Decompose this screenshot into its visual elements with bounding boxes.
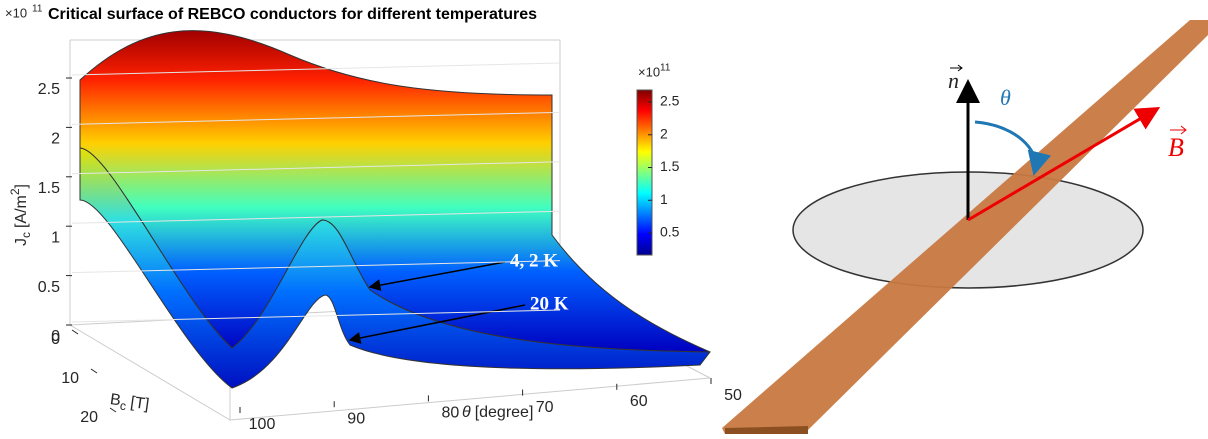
z-subscript: c <box>19 232 33 238</box>
field-vector <box>967 106 1161 222</box>
theta-symbol: θ <box>462 404 471 421</box>
z-symbol: J <box>13 238 30 246</box>
theta-axis-label: θ [degree] <box>462 404 533 421</box>
b-tick-label: 0 <box>51 331 60 348</box>
b-axis-label: Bc [T] <box>108 391 150 416</box>
scale-exponent: 11 <box>660 63 671 74</box>
theta-unit: [degree] <box>475 404 534 421</box>
grid-line <box>71 62 561 76</box>
b-tick <box>109 407 117 413</box>
z-unit-exponent: 2 <box>8 188 22 195</box>
b-unit: [T] <box>129 394 150 413</box>
theta-tick-label: 50 <box>724 387 742 404</box>
vector-arrow <box>1170 125 1187 135</box>
b-tick-label: 10 <box>61 370 79 387</box>
theta-tick-label: 70 <box>536 399 554 416</box>
chart-title: Critical surface of REBCO conductors for… <box>48 6 537 23</box>
colorbar <box>636 89 653 256</box>
field-label: B <box>1168 133 1184 162</box>
grid-line <box>71 260 561 274</box>
annotation: 20 K <box>530 293 569 314</box>
scale-base: ×10 <box>638 64 660 79</box>
z-unit-close: ] <box>13 184 30 188</box>
z-tick-label: 1.5 <box>38 180 60 197</box>
z-tick-label: 1 <box>51 229 60 246</box>
b-subscript: c <box>119 399 127 414</box>
colorbar-tick-label: 0.5 <box>660 224 680 240</box>
colorbar-scale-label: ×10 11 <box>638 63 671 80</box>
z-tick-label: 0.5 <box>38 279 60 296</box>
angle-label: θ <box>1000 85 1011 110</box>
conductor-tape <box>722 20 1208 434</box>
angle-arc <box>974 120 1051 176</box>
diagram: n θ B <box>722 20 1208 434</box>
z-tick-label: 0 <box>51 328 60 345</box>
theta-tick-label: 60 <box>630 393 648 410</box>
colorbar-tick-label: 1.5 <box>660 158 680 174</box>
grid-line <box>71 161 561 175</box>
z-unit: [A/m <box>13 195 30 228</box>
colorbar-tick-label: 2.5 <box>660 93 680 109</box>
scale-base: ×10 <box>5 5 27 20</box>
b-tick <box>71 329 79 335</box>
b-tick-label: 20 <box>80 409 98 426</box>
normal-label: n <box>948 68 959 93</box>
theta-tick-label: 90 <box>347 410 365 427</box>
grid-line <box>71 210 561 224</box>
annotation-arrow <box>348 304 526 344</box>
b-symbol: B <box>109 391 122 409</box>
surface-20k <box>79 147 712 389</box>
theta-tick-label: 80 <box>442 405 460 422</box>
b-tick <box>90 368 98 374</box>
z-tick-label: 2 <box>51 131 60 148</box>
z-axis-label: Jc [A/m2] <box>8 184 33 246</box>
annotation-arrow <box>368 261 506 291</box>
grid-line <box>71 111 561 125</box>
z-tick-label: 2.5 <box>38 81 60 98</box>
colorbar-tick-label: 2 <box>660 125 668 141</box>
grid-line <box>71 309 561 323</box>
tape-edge <box>725 426 808 434</box>
vector-arrow <box>950 64 963 72</box>
colorbar-tick-label: 1 <box>660 191 668 207</box>
scale-exponent: 11 <box>32 4 43 15</box>
theta-tick-label: 100 <box>249 416 276 433</box>
